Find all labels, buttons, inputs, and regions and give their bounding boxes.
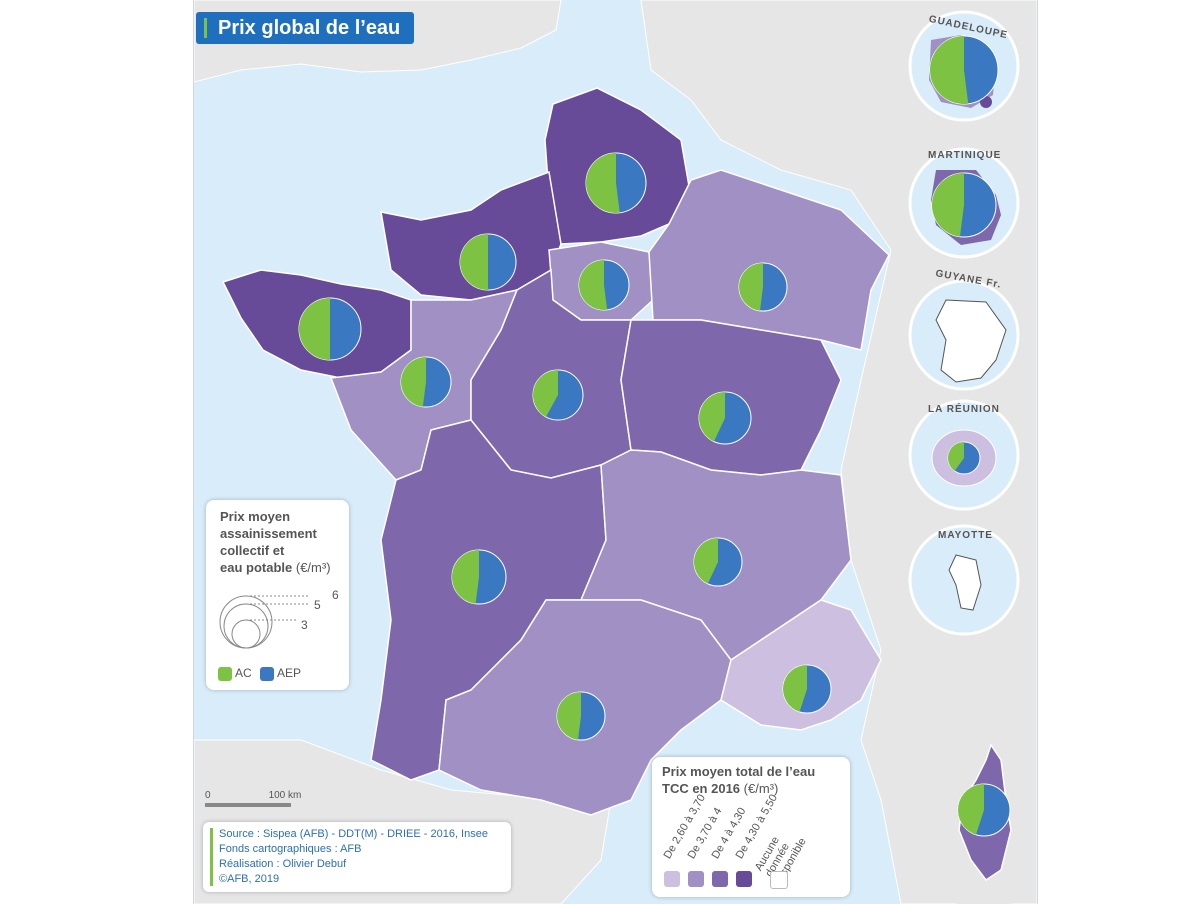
pie-ac-2 xyxy=(299,298,330,360)
region-paca[interactable] xyxy=(720,599,882,731)
legend-ac: AC xyxy=(218,666,252,681)
land-sardinia xyxy=(956,880,1011,904)
class-swatch-1 xyxy=(664,871,680,887)
inset-mayotte[interactable] xyxy=(908,524,1020,636)
france-map[interactable] xyxy=(194,0,1037,904)
map-title: Prix global de l’eau xyxy=(196,12,415,44)
pie-ac-4 xyxy=(739,263,763,311)
class-swatch-3 xyxy=(712,871,728,887)
class-swatch-2 xyxy=(688,871,704,887)
class-swatch-none xyxy=(770,871,788,889)
legend-price-class: Prix moyen total de l’eau TCC en 2016 (€… xyxy=(652,757,850,897)
size-value-6: 6 xyxy=(332,588,339,602)
pie-ac-8 xyxy=(451,550,479,604)
legend-class-title: Prix moyen total de l’eau TCC en 2016 (€… xyxy=(662,764,816,796)
size-circles xyxy=(219,595,310,649)
source-line: Source : Sispea (AFB) - DDT(M) - DRIEE -… xyxy=(219,828,488,840)
pie-ac-13 xyxy=(930,36,969,105)
pie-layer xyxy=(298,35,1011,837)
pie-ac-12 xyxy=(957,784,984,835)
scale-bar: 0 100 km xyxy=(205,790,301,807)
copyright-line: ©AFB, 2019 xyxy=(219,873,280,885)
map-frame xyxy=(193,0,1038,904)
inset-guyane[interactable] xyxy=(908,279,1020,391)
size-value-5: 5 xyxy=(314,598,321,612)
legend-size-title: Prix moyen assainissement collectif et e… xyxy=(220,509,331,575)
pie-ac-6 xyxy=(533,370,558,417)
pie-ac-3 xyxy=(578,260,608,310)
pie-ac-9 xyxy=(694,538,718,584)
pie-ac-1 xyxy=(460,234,488,290)
legend-aep: AEP xyxy=(260,666,301,681)
pie-ac-7 xyxy=(699,392,725,442)
size-value-3: 3 xyxy=(301,618,308,632)
pie-ac-16 xyxy=(947,442,964,471)
pie-ac-10 xyxy=(557,692,581,740)
pie-ac-14 xyxy=(932,173,964,237)
pie-ac-11 xyxy=(782,665,807,712)
class-swatch-4 xyxy=(736,871,752,887)
pie-ac-0 xyxy=(586,153,620,213)
pie-ac-5 xyxy=(401,357,426,407)
author-line: Réalisation : Olivier Debuf xyxy=(219,858,347,870)
label-martinique: MARTINIQUE xyxy=(928,150,1002,161)
label-mayotte: MAYOTTE xyxy=(938,530,993,541)
basemap-line: Fonds cartographiques : AFB xyxy=(219,843,362,855)
source-box: Source : Sispea (AFB) - DDT(M) - DRIEE -… xyxy=(203,822,511,892)
legend-price-size: Prix moyen assainissement collectif et e… xyxy=(206,500,349,690)
label-reunion: LA RÉUNION xyxy=(928,404,1000,415)
